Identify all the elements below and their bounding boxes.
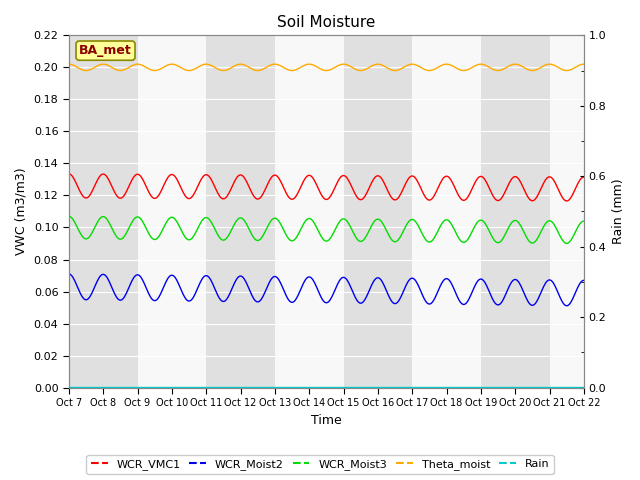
Bar <box>69 36 138 388</box>
Y-axis label: VWC (m3/m3): VWC (m3/m3) <box>15 168 28 255</box>
X-axis label: Time: Time <box>311 414 342 427</box>
Y-axis label: Rain (mm): Rain (mm) <box>612 179 625 244</box>
Bar <box>206 36 275 388</box>
Bar <box>481 36 550 388</box>
Legend: WCR_VMC1, WCR_Moist2, WCR_Moist3, Theta_moist, Rain: WCR_VMC1, WCR_Moist2, WCR_Moist3, Theta_… <box>86 455 554 474</box>
Bar <box>344 36 412 388</box>
Title: Soil Moisture: Soil Moisture <box>277 15 376 30</box>
Text: BA_met: BA_met <box>79 44 132 57</box>
